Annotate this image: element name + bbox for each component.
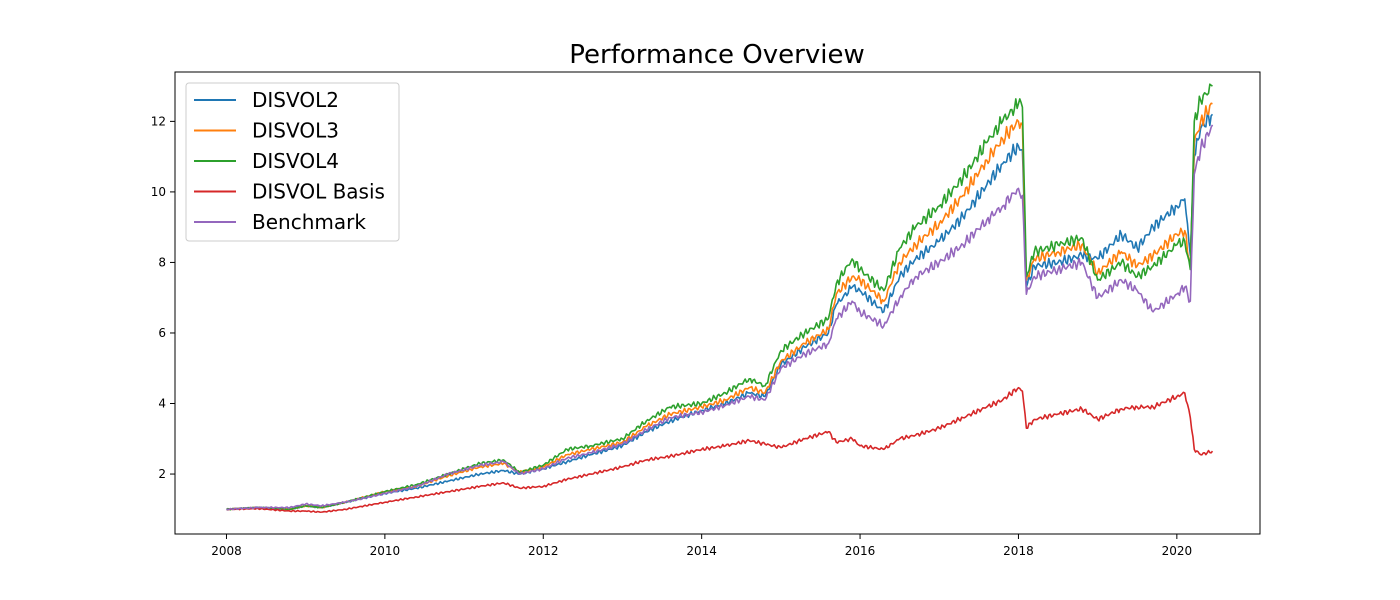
plot-area — [226, 83, 1214, 514]
chart-title: Performance Overview — [569, 40, 864, 70]
x-tick-label: 2010 — [370, 544, 401, 558]
x-tick-label: 2020 — [1162, 544, 1193, 558]
legend-label: DISVOL Basis — [252, 180, 385, 204]
series-line-3 — [226, 386, 1214, 514]
legend-label: DISVOL4 — [252, 149, 339, 173]
axes: 2008 2010 2012 2014 2016 2018 2020 2 4 6 8 10 12 — [151, 71, 1261, 558]
y-tick-label: 8 — [158, 255, 166, 269]
y-tick-label: 6 — [158, 326, 166, 340]
legend-label: DISVOL2 — [252, 88, 339, 112]
x-tick-label: 2014 — [686, 544, 717, 558]
x-tick-label: 2012 — [528, 544, 559, 558]
series-line-2 — [226, 83, 1213, 511]
y-tick-label: 12 — [151, 114, 166, 128]
y-tick-label: 10 — [151, 185, 166, 199]
x-tick-label: 2008 — [211, 544, 242, 558]
legend: DISVOL2 DISVOL3 DISVOL4 DISVOL Basis Benchma… — [185, 82, 400, 242]
legend-label: Benchmark — [252, 210, 366, 234]
legend-box — [185, 82, 400, 242]
y-tick-label: 4 — [158, 397, 166, 411]
x-tick-label: 2016 — [845, 544, 876, 558]
x-tick-label: 2018 — [1003, 544, 1034, 558]
series-line-4 — [226, 124, 1214, 511]
legend-label: DISVOL3 — [252, 119, 339, 143]
y-tick-label: 2 — [158, 467, 166, 481]
axes-frame — [174, 71, 1261, 535]
